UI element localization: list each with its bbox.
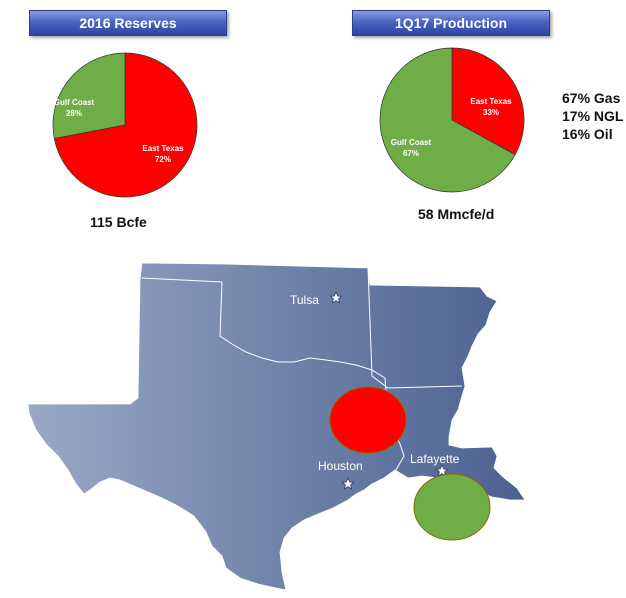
city-label-lafayette: Lafayette [410,452,460,466]
mix-oil: 16% Oil [562,126,613,142]
state-border [367,267,463,389]
pie-slice-east-texas [53,52,198,198]
east-texas-marker [329,386,407,454]
slice-label: East Texas [142,144,184,153]
reserves-pie: East Texas 72% Gulf Coast 28% [52,52,198,198]
production-rate-caption: 58 Mmcfe/d [418,206,495,222]
slice-label: Gulf Coast [54,98,95,107]
pie-slice-gulf-coast [52,52,126,139]
city-label-tulsa: Tulsa [290,293,319,307]
reserves-total-caption: 115 Bcfe [90,214,147,230]
region-map [27,262,526,591]
slice-value-label: 67% [403,149,419,158]
production-pie: East Texas 33% Gulf Coast 67% [379,47,525,193]
slice-label: Gulf Coast [391,138,432,147]
gulf-coast-marker [413,473,491,541]
slice-value-label: 33% [483,108,499,117]
city-label-houston: Houston [318,459,363,473]
pie-slice-east-texas [451,47,525,156]
mix-ngl: 17% NGL [562,108,624,124]
reserves-title-banner: 2016 Reserves [29,10,227,36]
slice-value-label: 28% [66,109,82,118]
star-icon [435,464,449,477]
state-border [141,277,386,379]
slice-label: East Texas [470,97,512,106]
star-icon [341,477,355,490]
slice-value-label: 72% [155,155,171,164]
star-icon [329,291,343,304]
production-title-banner: 1Q17 Production [352,10,550,36]
land-shape [27,262,526,591]
mix-gas: 67% Gas [562,90,621,106]
pie-slice-gulf-coast [379,47,516,193]
